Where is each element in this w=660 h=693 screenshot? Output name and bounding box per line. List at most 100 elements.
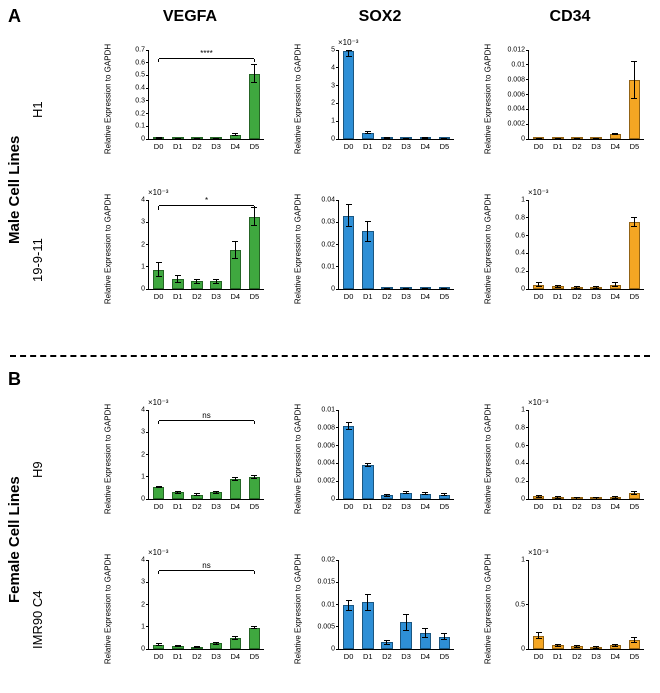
bar bbox=[629, 222, 641, 289]
sig-bracket bbox=[159, 420, 255, 421]
ytick-mark bbox=[336, 139, 339, 140]
error-cap bbox=[175, 493, 181, 494]
xtick-label: D4 bbox=[610, 139, 620, 151]
ytick-mark bbox=[336, 266, 339, 267]
bar bbox=[249, 217, 261, 289]
bar bbox=[362, 465, 374, 499]
ytick-mark bbox=[336, 244, 339, 245]
panel-a-label: A bbox=[8, 6, 21, 27]
ytick-mark bbox=[336, 499, 339, 500]
ytick-mark bbox=[146, 476, 149, 477]
xtick-label: D1 bbox=[553, 499, 563, 511]
xtick-label: D4 bbox=[420, 499, 430, 511]
error-cap bbox=[251, 475, 257, 476]
row-label-r3: IMR90 C4 bbox=[30, 580, 45, 660]
ytick-mark bbox=[146, 50, 149, 51]
y-axis-label: Relative Expression to GAPDH bbox=[294, 349, 303, 459]
xtick-label: D3 bbox=[591, 139, 601, 151]
xtick-label: D0 bbox=[154, 139, 164, 151]
chart-c21: 00.0020.0040.0060.0080.01D0D1D2D3D4D5Rel… bbox=[300, 400, 458, 518]
sig-drop bbox=[158, 59, 159, 63]
error-cap bbox=[346, 226, 352, 227]
chart-c22: 00.20.40.60.81D0D1D2D3D4D5Relative Expre… bbox=[490, 400, 648, 518]
xtick-label: D4 bbox=[420, 139, 430, 151]
error-bar bbox=[406, 614, 407, 630]
xtick-label: D2 bbox=[572, 649, 582, 661]
xtick-label: D4 bbox=[610, 289, 620, 301]
error-cap bbox=[175, 646, 181, 647]
error-cap bbox=[156, 276, 162, 277]
error-cap bbox=[365, 610, 371, 611]
xtick-label: D3 bbox=[211, 649, 221, 661]
error-cap bbox=[631, 642, 637, 643]
sig-label: * bbox=[205, 196, 208, 205]
xtick-label: D2 bbox=[192, 649, 202, 661]
sig-drop bbox=[254, 571, 255, 575]
ytick-mark bbox=[526, 124, 529, 125]
ytick-mark bbox=[146, 499, 149, 500]
error-cap bbox=[346, 422, 352, 423]
exponent-label: ×10⁻³ bbox=[528, 398, 548, 407]
sig-label: ns bbox=[202, 411, 210, 420]
ytick-mark bbox=[146, 410, 149, 411]
xtick-label: D3 bbox=[211, 499, 221, 511]
error-cap bbox=[251, 628, 257, 629]
exponent-label: ×10⁻³ bbox=[528, 548, 548, 557]
error-cap bbox=[403, 630, 409, 631]
error-cap bbox=[384, 644, 390, 645]
error-bar bbox=[348, 600, 349, 611]
group-female-label: Female Cell Lines bbox=[6, 440, 23, 640]
ytick-mark bbox=[526, 64, 529, 65]
error-bar bbox=[235, 241, 236, 259]
xtick-label: D3 bbox=[591, 649, 601, 661]
error-cap bbox=[536, 497, 542, 498]
ytick-mark bbox=[336, 582, 339, 583]
ytick-mark bbox=[526, 253, 529, 254]
xtick-label: D5 bbox=[250, 499, 260, 511]
xtick-label: D2 bbox=[192, 139, 202, 151]
error-cap bbox=[365, 221, 371, 222]
ytick-mark bbox=[336, 463, 339, 464]
sig-bracket bbox=[159, 570, 255, 571]
error-cap bbox=[232, 241, 238, 242]
ytick-mark bbox=[146, 244, 149, 245]
ytick-mark bbox=[336, 121, 339, 122]
ytick-mark bbox=[526, 463, 529, 464]
error-cap bbox=[631, 217, 637, 218]
error-cap bbox=[612, 134, 618, 135]
ytick-mark bbox=[336, 560, 339, 561]
error-cap bbox=[251, 82, 257, 83]
error-cap bbox=[365, 133, 371, 134]
chart-c32: 00.51D0D1D2D3D4D5Relative Expression to … bbox=[490, 550, 648, 668]
ytick-mark bbox=[336, 410, 339, 411]
y-axis-label: Relative Expression to GAPDH bbox=[294, 0, 303, 99]
xtick-label: D2 bbox=[382, 139, 392, 151]
xtick-label: D2 bbox=[572, 289, 582, 301]
xtick-label: D0 bbox=[534, 499, 544, 511]
exponent-label: ×10⁻³ bbox=[148, 188, 168, 197]
bar bbox=[249, 477, 261, 499]
error-cap bbox=[175, 275, 181, 276]
sig-bracket bbox=[159, 58, 255, 59]
ytick-mark bbox=[146, 289, 149, 290]
xtick-label: D1 bbox=[553, 289, 563, 301]
plot-area: 00.20.40.60.81D0D1D2D3D4D5 bbox=[528, 200, 644, 290]
xtick-label: D5 bbox=[250, 649, 260, 661]
ytick-mark bbox=[336, 50, 339, 51]
xtick-label: D3 bbox=[401, 139, 411, 151]
error-cap bbox=[251, 64, 257, 65]
xtick-label: D1 bbox=[173, 139, 183, 151]
xtick-label: D2 bbox=[382, 649, 392, 661]
ytick-mark bbox=[336, 649, 339, 650]
ytick-mark bbox=[146, 113, 149, 114]
xtick-label: D3 bbox=[401, 649, 411, 661]
error-cap bbox=[232, 639, 238, 640]
ytick-mark bbox=[526, 139, 529, 140]
error-cap bbox=[631, 637, 637, 638]
ytick-mark bbox=[526, 481, 529, 482]
ytick-mark bbox=[526, 410, 529, 411]
xtick-label: D5 bbox=[630, 139, 640, 151]
error-bar bbox=[367, 221, 368, 241]
error-cap bbox=[251, 626, 257, 627]
ytick-mark bbox=[146, 62, 149, 63]
